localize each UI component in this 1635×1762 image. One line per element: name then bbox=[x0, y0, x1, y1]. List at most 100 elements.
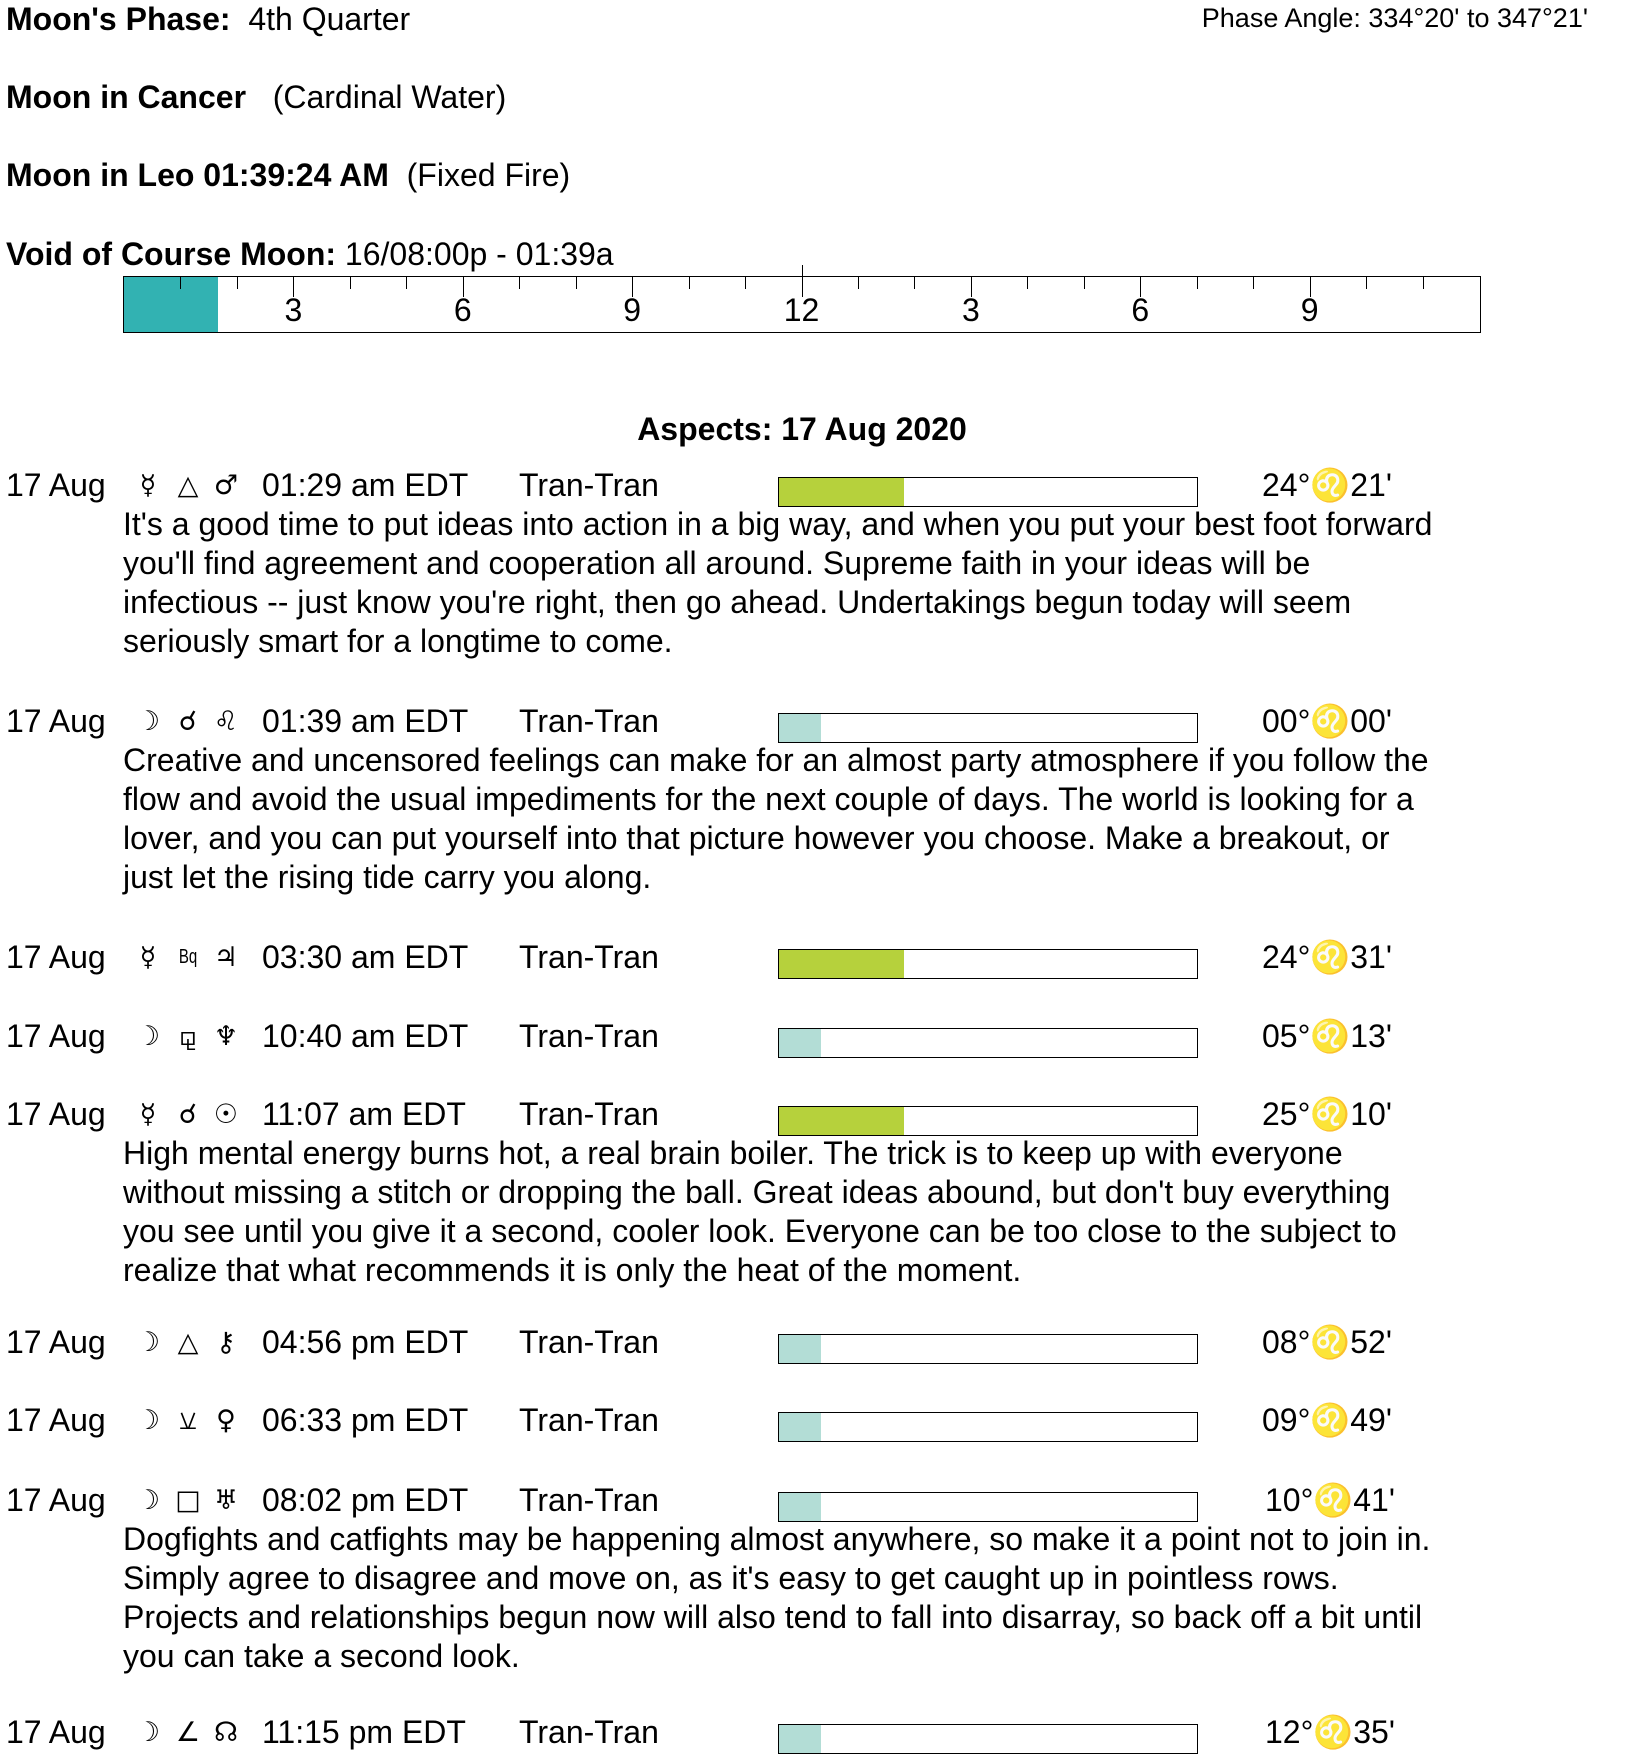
neptune-icon: ♆︎ bbox=[213, 1021, 239, 1052]
aspect-description-line: Dogfights and catfights may be happening… bbox=[123, 1521, 1431, 1557]
aspect-time: 11:15 pm EDT bbox=[262, 1714, 466, 1750]
aspect-position: 00°♌00' bbox=[1262, 703, 1392, 739]
timeline-tick bbox=[293, 277, 295, 297]
moon-sign-element: (Cardinal Water) bbox=[272, 79, 507, 115]
aspect-description-line: you see until you give it a second, cool… bbox=[123, 1213, 1397, 1249]
trine-icon: △︎ bbox=[177, 470, 199, 501]
aspect-type: Tran-Tran bbox=[519, 703, 659, 739]
aspect-strength-fill bbox=[779, 1029, 821, 1057]
quindecile-icon: ⚼︎ bbox=[178, 1021, 198, 1052]
square-icon: □︎ bbox=[175, 1485, 201, 1516]
timeline-hour-label: 3 bbox=[284, 292, 303, 328]
aspect-type: Tran-Tran bbox=[519, 1402, 659, 1438]
aspect-type: Tran-Tran bbox=[519, 1482, 659, 1518]
aspect-strength-bar bbox=[778, 949, 1198, 979]
moon-sign-label: Moon in Cancer bbox=[6, 79, 247, 115]
aspect-position: 24°♌31' bbox=[1262, 939, 1392, 975]
aspect-position: 08°♌52' bbox=[1262, 1324, 1392, 1360]
aspect-date: 17 Aug bbox=[6, 939, 106, 975]
aspect-strength-fill bbox=[779, 1493, 821, 1521]
jupiter-icon: ♃︎ bbox=[213, 942, 239, 973]
aspect-time: 06:33 pm EDT bbox=[262, 1402, 469, 1438]
timeline-tick bbox=[745, 277, 747, 289]
aspect-description-line: It's a good time to put ideas into actio… bbox=[123, 506, 1433, 542]
timeline-tick bbox=[1366, 277, 1368, 289]
aspect-type: Tran-Tran bbox=[519, 1018, 659, 1054]
timeline-tick bbox=[970, 277, 972, 297]
timeline-hour-label: 6 bbox=[1131, 292, 1150, 328]
aspect-strength-fill bbox=[779, 1107, 905, 1135]
chiron-icon: ⚷︎ bbox=[216, 1327, 236, 1358]
aspect-description-line: without missing a stitch or dropping the… bbox=[123, 1174, 1391, 1210]
timeline-tick bbox=[1253, 277, 1255, 289]
timeline-hour-label: 6 bbox=[453, 292, 472, 328]
moon-icon: ☽︎ bbox=[135, 1405, 161, 1436]
timeline-tick bbox=[632, 277, 634, 297]
mars-icon: ♂︎ bbox=[213, 470, 239, 501]
moon-phase: Moon's Phase: 4th Quarter bbox=[6, 0, 410, 39]
timeline-tick bbox=[1422, 277, 1424, 289]
aspect-strength-fill bbox=[779, 950, 905, 978]
aspect-date: 17 Aug bbox=[6, 1714, 106, 1750]
aspect-description: Creative and uncensored feelings can mak… bbox=[123, 741, 1429, 897]
conjunction-icon: ☌︎ bbox=[178, 1099, 198, 1130]
aspect-time: 08:02 pm EDT bbox=[262, 1482, 469, 1518]
timeline-hour-label: 12 bbox=[783, 292, 820, 328]
conjunction-icon: ☌︎ bbox=[178, 706, 198, 737]
sun-icon: ☉︎ bbox=[213, 1099, 239, 1130]
timeline-tick bbox=[406, 277, 408, 289]
timeline-tick bbox=[688, 277, 690, 289]
aspect-strength-bar bbox=[778, 1106, 1198, 1136]
aspect-position: 10°♌41' bbox=[1265, 1482, 1395, 1518]
timeline-tick bbox=[1083, 277, 1085, 289]
timeline-tick bbox=[1140, 277, 1142, 297]
timeline-tick bbox=[857, 277, 859, 289]
aspect-time: 01:29 am EDT bbox=[262, 467, 469, 503]
aspect-description-line: High mental energy burns hot, a real bra… bbox=[123, 1135, 1343, 1171]
aspect-type: Tran-Tran bbox=[519, 1096, 659, 1132]
aspect-description-line: infectious -- just know you're right, th… bbox=[123, 584, 1352, 620]
moon-icon: ☽︎ bbox=[135, 1327, 161, 1358]
timeline-tick bbox=[1196, 277, 1198, 289]
aspect-description: It's a good time to put ideas into actio… bbox=[123, 505, 1432, 661]
moon-phase-value: 4th Quarter bbox=[248, 1, 411, 37]
aspect-date: 17 Aug bbox=[6, 1482, 106, 1518]
trine-icon: △︎ bbox=[177, 1327, 199, 1358]
timeline-tick bbox=[180, 277, 182, 289]
aspect-strength-bar bbox=[778, 1492, 1198, 1522]
aspect-time: 04:56 pm EDT bbox=[262, 1324, 469, 1360]
semisextile-icon: ⚺︎ bbox=[179, 1405, 197, 1436]
aspect-date: 17 Aug bbox=[6, 1324, 106, 1360]
semisquare-icon: ∠︎ bbox=[175, 1717, 201, 1748]
aspect-position: 25°♌10' bbox=[1262, 1096, 1392, 1132]
aspect-description: High mental energy burns hot, a real bra… bbox=[123, 1134, 1397, 1290]
void-of-course-timeline: 3 6 9 12 3 6 9 bbox=[123, 265, 1481, 333]
timeline-hour-label: 9 bbox=[1300, 292, 1319, 328]
aspect-time: 03:30 am EDT bbox=[262, 939, 469, 975]
mercury-icon: ☿︎ bbox=[139, 1099, 157, 1130]
aspect-strength-bar bbox=[778, 1724, 1198, 1754]
aspect-position: 09°♌49' bbox=[1262, 1402, 1392, 1438]
void-of-course-fill bbox=[124, 277, 218, 332]
timeline-tick bbox=[349, 277, 351, 289]
timeline-tick bbox=[1309, 277, 1311, 297]
voc-label: Void of Course Moon: bbox=[6, 236, 337, 272]
aspect-description-line: Projects and relationships begun now wil… bbox=[123, 1599, 1423, 1635]
moon-ingress: Moon in Leo 01:39:24 AM (Fixed Fire) bbox=[6, 156, 570, 195]
aspect-description-line: you can take a second look. bbox=[123, 1638, 520, 1674]
moon-phase-label: Moon's Phase: bbox=[6, 1, 231, 37]
aspect-type: Tran-Tran bbox=[519, 1714, 659, 1750]
aspect-description-line: you'll find agreement and cooperation al… bbox=[123, 545, 1311, 581]
aspect-date: 17 Aug bbox=[6, 1018, 106, 1054]
timeline-tick bbox=[462, 277, 464, 297]
timeline-tick bbox=[236, 277, 238, 289]
aspect-strength-bar bbox=[778, 1334, 1198, 1364]
aspect-type: Tran-Tran bbox=[519, 467, 659, 503]
timeline-tick bbox=[519, 277, 521, 289]
moon-ingress-label: Moon in Leo 01:39:24 AM bbox=[6, 157, 389, 193]
uranus-icon: ♅︎ bbox=[213, 1485, 239, 1516]
phase-angle: Phase Angle: 334°20' to 347°21' bbox=[1201, 3, 1588, 33]
moon-icon: ☽︎ bbox=[135, 1021, 161, 1052]
aspect-strength-bar bbox=[778, 713, 1198, 743]
voc-value: 16/08:00p - 01:39a bbox=[344, 236, 614, 272]
